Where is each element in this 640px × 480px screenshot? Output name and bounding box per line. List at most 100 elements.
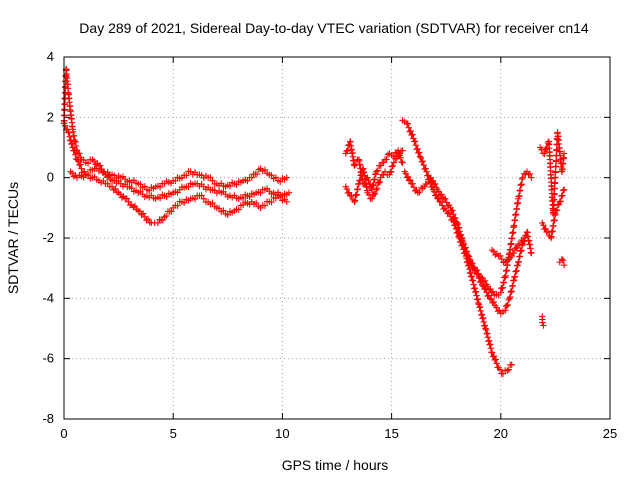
data-point-marker bbox=[462, 244, 469, 251]
data-point-marker bbox=[500, 279, 508, 286]
data-point-marker bbox=[454, 220, 461, 228]
data-point-marker bbox=[484, 330, 491, 337]
data-point-marker bbox=[112, 185, 119, 193]
data-point-marker bbox=[72, 151, 79, 158]
data-point-marker bbox=[560, 186, 568, 193]
y-tick-label: 4 bbox=[47, 49, 54, 64]
data-point-marker bbox=[496, 307, 503, 314]
data-point-marker bbox=[253, 170, 261, 178]
data-point-marker bbox=[90, 157, 98, 165]
data-point-marker bbox=[539, 319, 546, 326]
series-trace bbox=[536, 129, 568, 218]
data-point-marker bbox=[156, 194, 164, 202]
data-point-marker bbox=[516, 241, 524, 248]
data-point-marker bbox=[387, 168, 395, 175]
data-point-marker bbox=[131, 202, 139, 210]
data-point-marker bbox=[528, 249, 535, 257]
data-point-marker bbox=[404, 120, 412, 127]
data-point-marker bbox=[272, 174, 280, 181]
data-point-marker bbox=[493, 304, 500, 311]
data-point-marker bbox=[374, 167, 381, 174]
data-point-marker bbox=[68, 169, 76, 177]
data-point-marker bbox=[463, 248, 470, 255]
data-point-marker bbox=[198, 192, 205, 199]
data-point-marker bbox=[521, 234, 529, 242]
data-point-marker bbox=[505, 296, 512, 304]
data-point-marker bbox=[449, 207, 456, 214]
data-point-marker bbox=[388, 163, 396, 170]
data-point-marker bbox=[473, 292, 480, 299]
data-point-marker bbox=[560, 150, 568, 157]
data-point-marker bbox=[496, 366, 504, 373]
data-point-marker bbox=[145, 187, 153, 194]
data-point-marker bbox=[540, 221, 547, 229]
data-point-marker bbox=[235, 206, 242, 213]
data-point-marker bbox=[387, 169, 394, 176]
data-point-marker bbox=[277, 194, 284, 201]
data-point-marker bbox=[442, 195, 449, 202]
data-point-marker bbox=[78, 165, 85, 172]
data-point-marker bbox=[423, 180, 431, 188]
data-point-marker bbox=[159, 216, 167, 224]
data-point-marker bbox=[373, 186, 380, 193]
data-point-marker bbox=[499, 284, 506, 291]
data-point-marker bbox=[476, 303, 484, 311]
data-point-marker bbox=[215, 205, 223, 212]
data-point-marker bbox=[398, 158, 405, 166]
data-point-marker bbox=[560, 187, 567, 194]
data-point-marker bbox=[61, 122, 69, 129]
data-point-marker bbox=[474, 295, 481, 303]
data-point-marker bbox=[377, 174, 384, 181]
data-point-marker bbox=[415, 149, 423, 156]
data-point-marker bbox=[368, 195, 376, 202]
data-point-marker bbox=[419, 158, 426, 165]
data-point-marker bbox=[71, 147, 78, 154]
data-point-marker bbox=[492, 356, 500, 363]
y-tick-label: -8 bbox=[42, 411, 54, 426]
data-point-marker bbox=[460, 240, 468, 248]
data-point-marker bbox=[452, 214, 459, 221]
data-point-marker bbox=[409, 131, 416, 138]
series-trace bbox=[539, 313, 547, 329]
data-point-marker bbox=[283, 198, 290, 205]
data-point-marker bbox=[375, 179, 383, 186]
data-point-marker bbox=[224, 211, 231, 219]
data-point-marker bbox=[163, 212, 170, 220]
data-point-marker bbox=[475, 299, 482, 307]
data-point-marker bbox=[472, 288, 480, 295]
data-point-marker bbox=[481, 277, 489, 285]
data-point-marker bbox=[416, 153, 424, 160]
series-trace bbox=[67, 165, 290, 194]
data-point-marker bbox=[465, 253, 473, 260]
data-point-marker bbox=[248, 174, 256, 181]
data-point-marker bbox=[504, 367, 511, 374]
data-point-marker bbox=[482, 326, 490, 333]
data-point-marker bbox=[261, 202, 269, 209]
data-point-marker bbox=[141, 213, 149, 221]
data-point-marker bbox=[137, 181, 144, 188]
data-point-marker bbox=[65, 129, 73, 136]
data-point-marker bbox=[154, 219, 162, 227]
data-point-marker bbox=[136, 208, 144, 215]
data-point-marker bbox=[479, 281, 486, 289]
data-point-marker bbox=[351, 162, 358, 169]
data-point-marker bbox=[556, 198, 563, 205]
data-point-marker bbox=[416, 188, 423, 196]
data-point-marker bbox=[283, 174, 290, 181]
data-point-marker bbox=[380, 159, 387, 166]
data-point-marker bbox=[420, 161, 427, 169]
data-point-marker bbox=[381, 168, 389, 175]
data-point-marker bbox=[468, 273, 476, 280]
data-point-marker bbox=[497, 252, 504, 260]
data-point-marker bbox=[377, 162, 384, 169]
plot-frame bbox=[63, 56, 611, 420]
data-point-marker bbox=[528, 174, 535, 181]
data-point-marker bbox=[552, 210, 559, 218]
data-point-marker bbox=[257, 189, 264, 197]
data-point-marker bbox=[438, 191, 445, 198]
series-trace bbox=[342, 147, 406, 205]
data-point-marker bbox=[117, 191, 124, 198]
data-point-marker bbox=[477, 274, 485, 281]
data-point-marker bbox=[252, 199, 260, 207]
